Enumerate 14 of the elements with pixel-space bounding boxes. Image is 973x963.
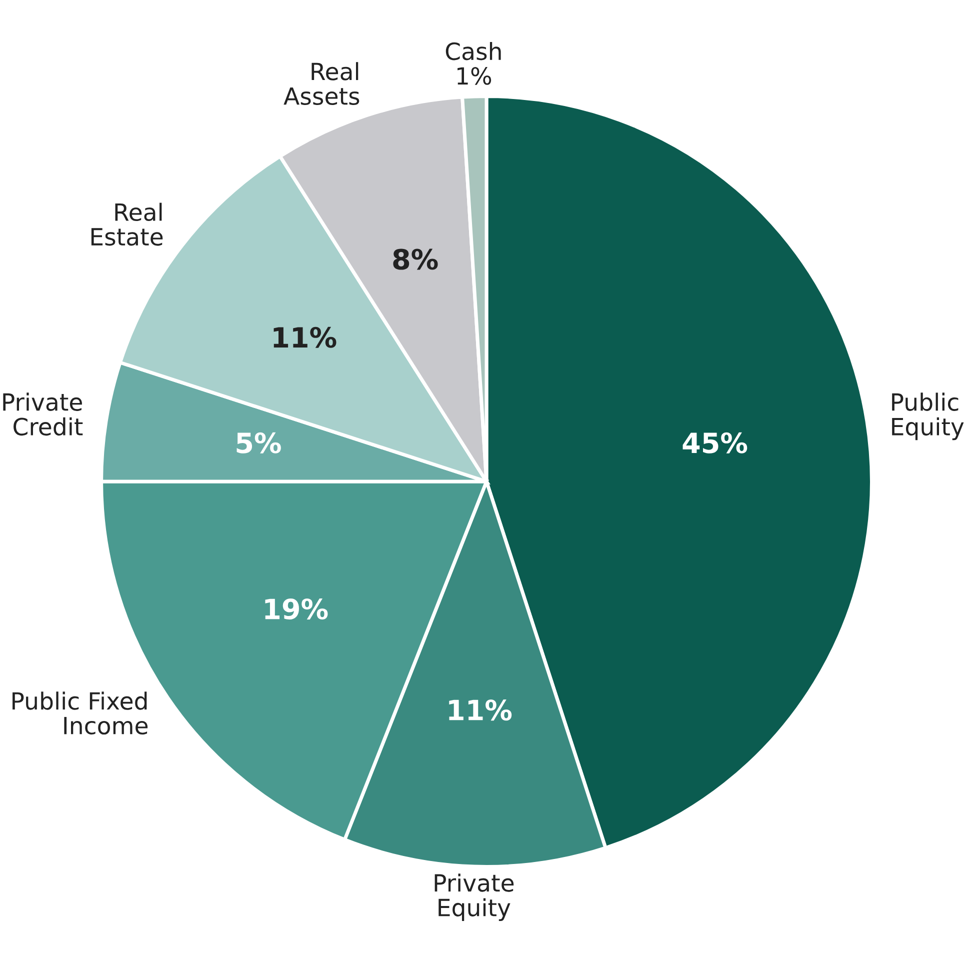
data-label: 5%: [236, 432, 281, 454]
data-label: 8%: [393, 248, 438, 270]
data-label: 19%: [265, 598, 328, 620]
slice-label: Private Credit: [3, 392, 83, 436]
slice-label: Real Estate: [91, 202, 163, 246]
slice-label: Cash: [446, 42, 501, 60]
slice-label: Public Equity: [892, 392, 964, 440]
slice-label: Private Equity: [434, 874, 514, 922]
data-label: 45%: [682, 432, 748, 454]
data-label: 11%: [274, 326, 336, 348]
data-label: 11%: [449, 700, 512, 721]
data-label: 1%: [458, 67, 492, 85]
slice-label: Public Fixed Income: [12, 692, 148, 735]
slice-label: Real Assets: [284, 62, 360, 106]
